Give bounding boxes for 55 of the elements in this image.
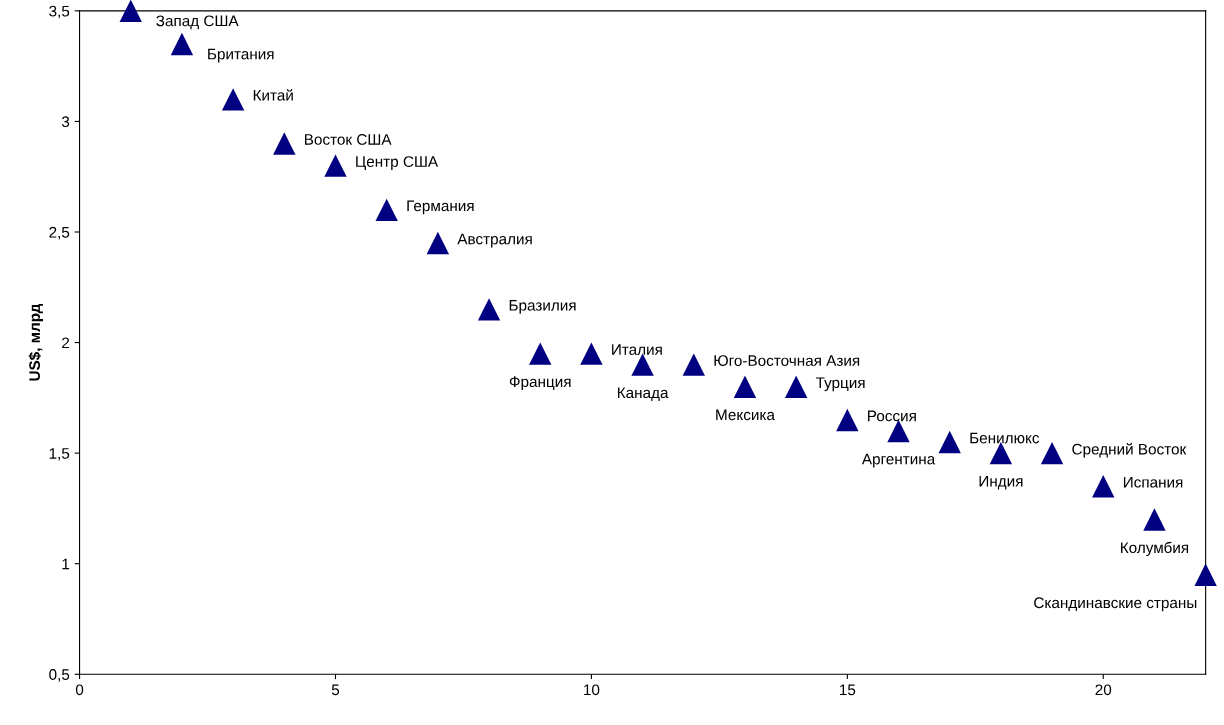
annotation: Бенилюкс <box>970 432 1040 444</box>
annotation: Германия <box>407 200 474 215</box>
annotation: Испания <box>1123 476 1183 488</box>
point <box>784 375 808 398</box>
annotation: Италия <box>612 344 662 355</box>
annotation: Центр США <box>356 156 439 171</box>
point <box>324 154 347 177</box>
y-tick-label: 3 <box>61 116 70 128</box>
y-tick-label: 2,5 <box>49 226 70 240</box>
point <box>529 342 552 365</box>
annotation: Бразилия <box>509 300 576 314</box>
point <box>682 353 705 376</box>
annotation: Канада <box>617 387 669 402</box>
point <box>733 375 757 398</box>
point <box>477 298 501 321</box>
annotation: Россия <box>868 410 916 422</box>
y-axis-title: US$, млрд <box>28 303 44 381</box>
x-tick-label: 15 <box>840 684 856 696</box>
point <box>836 408 859 432</box>
point <box>938 430 961 454</box>
annotation: Британия <box>208 48 274 63</box>
point <box>375 198 398 222</box>
point <box>1092 475 1115 498</box>
annotation: Индия <box>979 475 1023 490</box>
point <box>580 342 603 365</box>
annotation: Запад США <box>156 15 239 30</box>
annotation: Китай <box>253 89 293 101</box>
point <box>119 0 142 23</box>
point <box>1143 508 1166 531</box>
point <box>1194 563 1217 586</box>
x-tick-label: 0 <box>75 684 84 696</box>
point <box>221 88 245 111</box>
y-tick-label: 1,5 <box>49 448 70 461</box>
annotation: Колумбия <box>1121 541 1189 557</box>
y-tick-label: 3,5 <box>49 5 70 19</box>
annotation: Аргентина <box>861 453 936 468</box>
annotation: Скандинавские страны <box>1034 597 1197 612</box>
annotation: Мексика <box>716 409 775 421</box>
annotation: Австралия <box>457 233 532 248</box>
y-tick-label: 0,5 <box>49 669 70 682</box>
annotation: Восток США <box>305 134 392 145</box>
x-tick-label: 10 <box>584 684 600 696</box>
annotation: Франция <box>509 376 571 391</box>
point <box>273 132 296 155</box>
point <box>631 353 654 376</box>
y-tick-label: 2 <box>62 337 70 349</box>
y-tick-label: 1 <box>62 558 70 570</box>
x-tick-label: 5 <box>331 684 340 696</box>
point <box>170 32 194 56</box>
point <box>426 231 450 255</box>
annotation: Турция <box>815 377 865 392</box>
annotation: Юго-Восточная Азия <box>714 355 860 366</box>
point <box>1040 441 1064 465</box>
x-tick-label: 20 <box>1095 684 1112 696</box>
annotation: Средний Восток <box>1072 443 1187 458</box>
